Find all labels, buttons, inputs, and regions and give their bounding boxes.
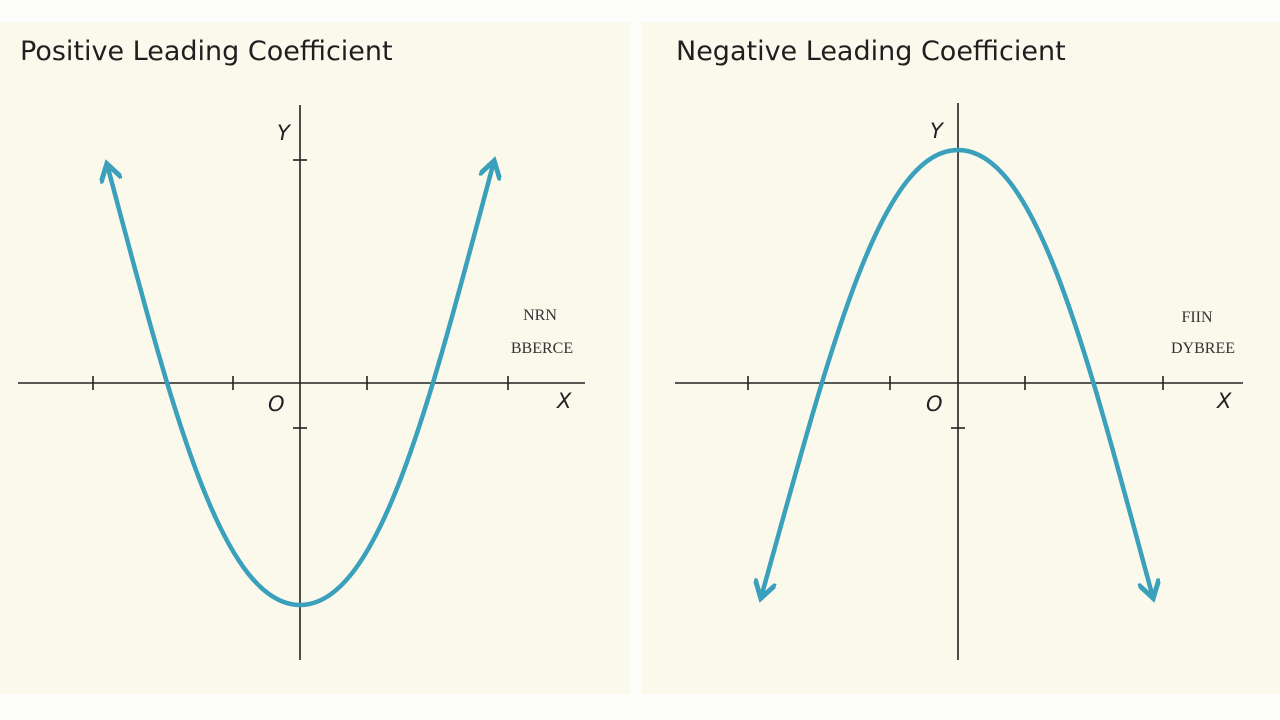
note-line: BBERCE — [511, 340, 573, 357]
parabola — [108, 165, 493, 608]
note-line: NRN — [523, 307, 557, 324]
y-axis-label: Y — [930, 119, 945, 143]
x-axis-label: X — [1216, 389, 1232, 413]
axes — [675, 103, 1243, 660]
origin-label: O — [268, 392, 285, 416]
axes — [18, 105, 585, 660]
note-line: DYBREE — [1171, 340, 1235, 357]
origin-label: O — [926, 392, 943, 416]
panel-background — [642, 22, 1280, 694]
panel-title: Positive Leading Coefficient — [20, 36, 393, 67]
note-line: FIIN — [1181, 309, 1213, 326]
x-axis-label: X — [556, 389, 572, 413]
y-axis-label: Y — [277, 121, 292, 145]
parabola — [762, 147, 1152, 594]
panel-background — [0, 22, 630, 694]
panel-title: Negative Leading Coefficient — [676, 36, 1066, 67]
